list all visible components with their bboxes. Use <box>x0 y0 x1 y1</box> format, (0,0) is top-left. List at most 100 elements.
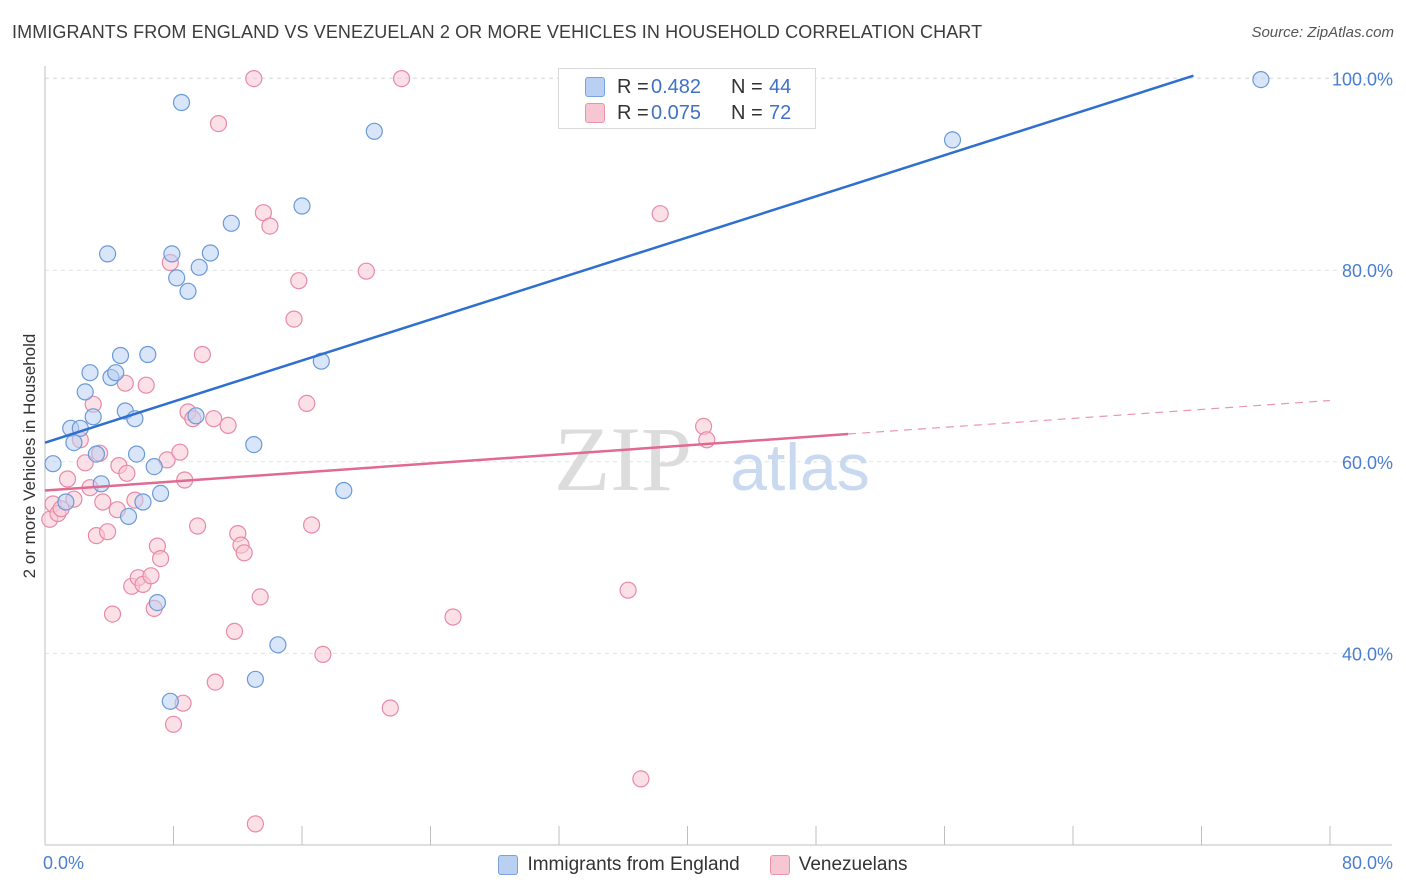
england-point <box>81 364 99 382</box>
venezuelan-point <box>103 605 122 623</box>
n-label: N = <box>731 101 763 124</box>
stats-legend: R = 0.482 N = 44 R = 0.075 N = 72 <box>558 68 816 129</box>
england-point <box>145 458 163 476</box>
england-point <box>152 484 170 502</box>
venezuelan-point <box>235 544 253 562</box>
y-tick-label: 40.0% <box>1342 644 1393 664</box>
venezuelan-point <box>94 493 112 511</box>
england-point <box>269 636 287 654</box>
venezuelan-point <box>142 567 160 585</box>
y-tick-label: 100.0% <box>1332 70 1393 90</box>
england-point <box>128 445 146 463</box>
source-credit: Source: ZipAtlas.com <box>1251 24 1394 41</box>
england-point <box>293 197 311 215</box>
gridlines <box>45 77 1392 654</box>
venezuelan-point <box>164 715 183 733</box>
chart-title: IMMIGRANTS FROM ENGLAND VS VENEZUELAN 2 … <box>12 22 983 42</box>
venezuelan-point <box>219 416 237 434</box>
england-n-value: 44 <box>769 75 792 98</box>
england-point <box>187 407 205 425</box>
venezuelan-point <box>171 443 189 461</box>
england-point <box>222 214 240 232</box>
england-point <box>190 258 208 276</box>
venezuelan-point <box>137 376 155 394</box>
watermark: ZIP atlas <box>554 408 870 510</box>
england-point <box>107 364 125 382</box>
venezuelan-point <box>152 549 170 568</box>
venezuelan-trend-line <box>44 432 849 492</box>
venezuelan-point <box>298 394 316 412</box>
watermark-zip: ZIP <box>554 408 692 510</box>
venezuelan-point <box>118 464 136 482</box>
england-point <box>65 434 83 452</box>
england-point <box>168 269 186 287</box>
england-point <box>172 93 191 112</box>
venezuelan-n-value: 72 <box>769 101 792 124</box>
england-point <box>44 455 62 473</box>
venezuelan-swatch <box>585 103 605 123</box>
venezuelan-point <box>205 410 223 428</box>
venezuelan-point <box>251 588 269 606</box>
venezuelan-point <box>314 645 332 664</box>
legend-label-england: Immigrants from England <box>527 854 740 875</box>
england-point <box>119 507 138 526</box>
venezuelan-point <box>285 310 303 328</box>
venezuelan-point <box>632 770 650 788</box>
england-point <box>134 493 152 511</box>
data-points <box>41 69 1270 833</box>
england-point <box>201 244 219 262</box>
venezuelan-point <box>245 69 263 88</box>
england-point <box>179 282 197 300</box>
venezuelan-point <box>619 581 637 599</box>
legend-item-england[interactable]: Immigrants from England <box>498 854 740 876</box>
england-point <box>245 436 263 454</box>
venezuelan-point <box>225 622 244 641</box>
venezuelan-point <box>209 114 228 133</box>
england-point <box>92 475 110 493</box>
trend-lines <box>44 74 1331 492</box>
y-axis-label: 2 or more Vehicles in Household <box>20 334 39 579</box>
venezuelan-point <box>303 516 321 534</box>
venezuelan-trend-extension <box>848 399 1331 435</box>
england-point <box>57 493 75 511</box>
tick-labels: 40.0% 60.0% 80.0% 100.0% 0.0% 80.0% <box>43 70 1393 873</box>
r-label: R = <box>617 75 649 98</box>
england-point <box>87 445 106 463</box>
axes <box>44 66 1392 846</box>
england-point <box>365 122 383 140</box>
england-r-value: 0.482 <box>651 75 702 98</box>
england-point <box>76 383 94 401</box>
y-tick-label: 80.0% <box>1342 261 1393 281</box>
venezuelan-point <box>261 217 279 235</box>
venezuelan-point <box>98 523 117 541</box>
england-point <box>148 593 166 612</box>
england-point <box>163 245 181 263</box>
venezuelan-point <box>58 470 77 488</box>
england-point <box>98 245 117 263</box>
venezuelan-point <box>393 69 411 88</box>
england-point <box>943 131 962 149</box>
series-legend: Immigrants from England Venezuelans <box>0 852 1406 878</box>
england-point <box>161 692 179 710</box>
venezuelan-point <box>357 262 375 280</box>
legend-swatch-venezuelans <box>769 855 790 875</box>
england-trend-line <box>44 74 1194 444</box>
legend-item-venezuelans[interactable]: Venezuelans <box>769 854 908 876</box>
england-point <box>139 345 157 364</box>
legend-label-venezuelans: Venezuelans <box>798 854 908 875</box>
england-point <box>1252 70 1270 89</box>
england-swatch <box>585 77 605 97</box>
england-point <box>246 670 264 688</box>
x-tick-label: 0.0% <box>43 853 84 873</box>
venezuelan-point <box>651 205 669 223</box>
venezuelan-r-value: 0.075 <box>651 101 702 124</box>
n-label: N = <box>731 75 763 98</box>
england-point <box>111 346 130 365</box>
venezuelan-point <box>193 345 211 364</box>
x-tick-label: 80.0% <box>1342 853 1393 873</box>
venezuelan-point <box>246 815 264 833</box>
venezuelan-point <box>444 608 462 626</box>
r-label: R = <box>617 101 649 124</box>
venezuelan-point <box>381 699 399 717</box>
